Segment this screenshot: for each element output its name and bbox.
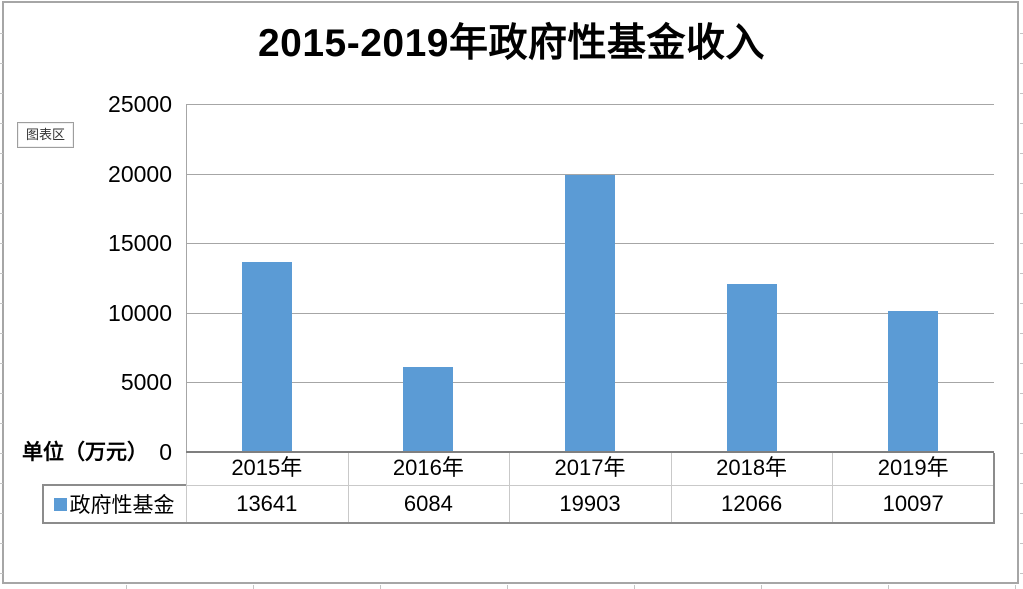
column-gridline-tick-bottom: [761, 585, 762, 589]
value-cell: 6084: [403, 491, 453, 516]
category-cell: 2016年: [392, 455, 464, 480]
column-gridline-tick-bottom: [380, 585, 381, 589]
row-gridline-tick-left: [0, 93, 3, 94]
y-axis-tick-label: 10000: [108, 299, 172, 326]
y-axis-tick-label: 15000: [108, 230, 172, 257]
row-gridline-tick-right: [1020, 423, 1023, 424]
row-gridline-tick-left: [0, 543, 3, 544]
category-cell: 2015年: [231, 455, 303, 480]
bar-2016年[interactable]: [403, 367, 454, 452]
value-cell: 10097: [882, 491, 944, 516]
y-axis-tick-label: 5000: [120, 369, 172, 396]
row-gridline-tick-right: [1020, 93, 1023, 94]
plot-area[interactable]: [186, 104, 994, 452]
x-axis-line: [186, 451, 994, 453]
row-gridline-tick-right: [1020, 363, 1023, 364]
row-gridline-tick-right: [1020, 453, 1023, 454]
column-gridline-tick-bottom: [507, 585, 508, 589]
category-cell: 2018年: [716, 455, 788, 480]
value-cell: 12066: [721, 491, 783, 516]
row-gridline-tick-left: [0, 393, 3, 394]
column-gridline-tick-bottom: [634, 585, 635, 589]
row-gridline-tick-left: [0, 123, 3, 124]
row-gridline-tick-left: [0, 153, 3, 154]
unit-label: 单位（万元）: [22, 441, 148, 464]
legend-series-label: 政府性基金: [69, 494, 175, 517]
legend-cell: 政府性基金: [42, 485, 186, 523]
row-gridline-tick-left: [0, 273, 3, 274]
row-gridline-tick-right: [1020, 63, 1023, 64]
row-gridline-tick-left: [0, 363, 3, 364]
bar-2019年[interactable]: [888, 311, 939, 452]
gridline: [186, 104, 994, 105]
table-inner-vline: [347, 453, 349, 523]
y-axis-tick-label: 0: [159, 439, 172, 465]
table-inner-vline: [670, 453, 672, 523]
row-gridline-tick-right: [1020, 123, 1023, 124]
row-gridline-tick-right: [1020, 243, 1023, 244]
gridline: [186, 173, 994, 175]
row-gridline-tick-right: [1020, 183, 1023, 184]
row-gridline-tick-right: [1020, 333, 1023, 334]
column-gridline-tick-bottom: [253, 585, 254, 589]
bar-2015年[interactable]: [241, 262, 292, 452]
column-gridline-tick-bottom: [888, 585, 889, 589]
row-gridline-tick-left: [0, 243, 3, 244]
table-inner-hline: [186, 485, 994, 486]
row-gridline-tick-left: [0, 483, 3, 484]
table-inner-vline: [186, 453, 187, 523]
row-gridline-tick-right: [1020, 513, 1023, 514]
value-cell: 19903: [559, 491, 621, 516]
column-gridline-tick-bottom: [1015, 585, 1016, 589]
column-gridline-tick-bottom: [126, 585, 127, 589]
chart-area-tooltip: 图表区: [17, 122, 74, 148]
row-gridline-tick-right: [1020, 153, 1023, 154]
row-gridline-tick-left: [0, 213, 3, 214]
row-gridline-tick-right: [1020, 573, 1023, 574]
row-gridline-tick-right: [1020, 393, 1023, 394]
table-inner-vline: [509, 453, 511, 523]
bar-2017年[interactable]: [565, 174, 615, 452]
table-border-bottom: [42, 522, 995, 524]
row-gridline-tick-right: [1020, 33, 1023, 34]
table-border-left: [42, 484, 44, 523]
row-gridline-tick-left: [0, 573, 3, 574]
row-gridline-tick-left: [0, 303, 3, 304]
category-cell: 2019年: [877, 455, 949, 480]
legend-swatch: [53, 497, 67, 511]
row-gridline-tick-right: [1020, 483, 1023, 484]
table-border-top-legend: [42, 484, 186, 486]
row-gridline-tick-left: [0, 333, 3, 334]
y-axis-tick-label: 20000: [108, 160, 172, 187]
row-gridline-tick-left: [0, 453, 3, 454]
row-gridline-tick-right: [1020, 303, 1023, 304]
chart-title[interactable]: 2015-2019年政府性基金收入: [257, 22, 765, 65]
table-inner-vline: [832, 453, 834, 523]
value-cell: 13641: [236, 491, 298, 516]
row-gridline-tick-left: [0, 183, 3, 184]
category-cell: 2017年: [554, 455, 626, 480]
chart-area-tooltip-label: 图表区: [25, 127, 65, 142]
row-gridline-tick-right: [1020, 213, 1023, 214]
row-gridline-tick-right: [1020, 543, 1023, 544]
row-gridline-tick-left: [0, 33, 3, 34]
row-gridline-tick-right: [1020, 273, 1023, 274]
table-border-right: [993, 453, 995, 524]
row-gridline-tick-left: [0, 63, 3, 64]
y-axis-tick-label: 25000: [108, 91, 172, 117]
bar-2018年[interactable]: [726, 284, 777, 452]
row-gridline-tick-left: [0, 423, 3, 424]
row-gridline-tick-left: [0, 513, 3, 514]
